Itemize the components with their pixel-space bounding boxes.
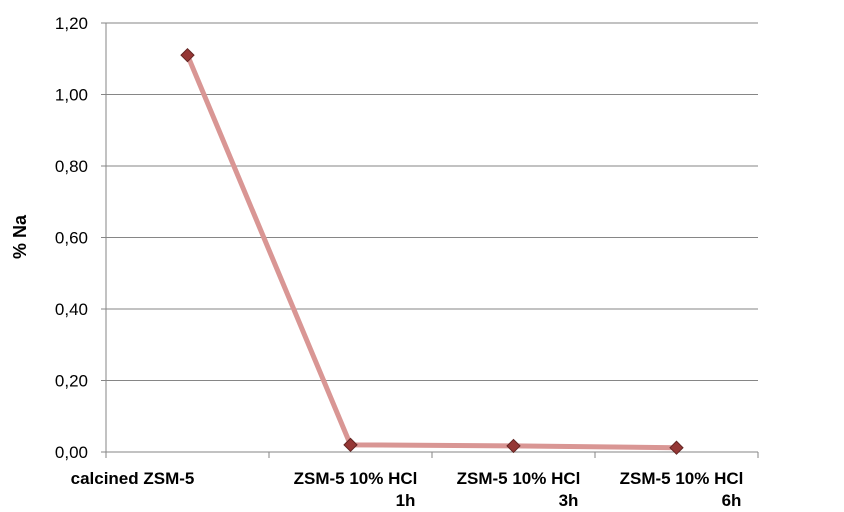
gridlines (106, 22, 758, 381)
x-tick-label-line: 6h (722, 491, 742, 510)
x-tick-label-line: ZSM-5 10% HCl (457, 469, 581, 488)
data-point-marker (343, 437, 358, 453)
x-tick-label-line: 3h (559, 491, 579, 510)
x-tick-label: ZSM-5 10% HCl 1h (294, 469, 418, 510)
y-tick-label: 0,20 (55, 372, 88, 391)
y-tick-label: 0,40 (55, 300, 88, 319)
series-group (180, 47, 684, 455)
data-point-marker (180, 47, 195, 63)
x-tick-label: ZSM-5 10% HCl 3h (457, 469, 581, 510)
y-axis-title: % Na (10, 214, 30, 259)
y-tick-label: 0,00 (55, 443, 88, 462)
y-tick-labels: 0,00 0,20 0,40 0,60 0,80 1,00 1,20 (55, 14, 88, 462)
series-line (185, 52, 679, 451)
axes (101, 22, 759, 458)
x-tick-label-line: calcined ZSM-5 (71, 469, 195, 488)
x-tick-label: ZSM-5 10% HCl 6h (620, 469, 744, 510)
x-tick-label-line: ZSM-5 10% HCl (294, 469, 418, 488)
data-point-marker (669, 440, 684, 455)
x-tick-label: calcined ZSM-5 (71, 469, 195, 488)
y-tick-label: 0,80 (55, 157, 88, 176)
data-point-marker (506, 438, 521, 454)
y-tick-label: 1,00 (55, 86, 88, 105)
y-tick-label: 0,60 (55, 229, 88, 248)
x-tick-label-line: 1h (396, 491, 416, 510)
x-tick-label-line: ZSM-5 10% HCl (620, 469, 744, 488)
y-tick-label: 1,20 (55, 14, 88, 33)
